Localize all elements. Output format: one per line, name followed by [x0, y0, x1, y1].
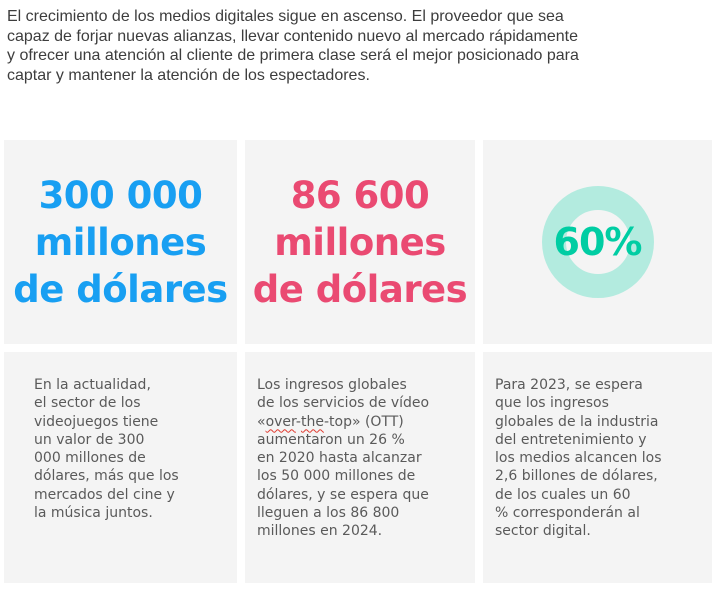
- ott-description: Los ingresos globales de los servicios d…: [257, 376, 465, 541]
- stats-grid: 300 000 millones de dólares 86 600 millo…: [4, 140, 712, 583]
- ott-term-rest: top» (OTT): [329, 413, 404, 430]
- stat-card-videogames: 300 000 millones de dólares: [4, 140, 237, 344]
- description-card-ott: Los ingresos globales de los servicios d…: [245, 352, 475, 583]
- industry-description: Para 2023, se espera que los ingresos gl…: [495, 377, 662, 540]
- stat-card-digital-share: 60%: [483, 140, 712, 344]
- misspelled-word-the: the: [300, 413, 324, 430]
- ott-term-line: «over-the-top» (OTT): [257, 414, 404, 430]
- ott-description-top-lines: Los ingresos globales de los servicios d…: [257, 377, 430, 412]
- donut-ring-chart: 60%: [541, 186, 654, 298]
- intro-paragraph: El crecimiento de los medios digitales s…: [7, 8, 579, 84]
- misspelled-word-over: over: [265, 413, 296, 430]
- description-card-videogames: En la actualidad, el sector de los video…: [4, 352, 237, 583]
- description-card-industry: Para 2023, se espera que los ingresos gl…: [483, 352, 712, 583]
- ott-description-bottom-lines: aumentaron un 26 % en 2020 hasta alcanza…: [257, 431, 429, 540]
- stat-value-86600-millones: 86 600 millones de dólares: [252, 173, 468, 311]
- ott-hyphen-2: -: [323, 413, 330, 430]
- stat-value-300000-millones: 300 000 millones de dólares: [13, 173, 228, 311]
- videogames-description: En la actualidad, el sector de los video…: [34, 377, 179, 522]
- ott-hyphen-1: -: [295, 413, 301, 430]
- donut-percentage-label: 60%: [553, 220, 643, 264]
- ott-open-quote: «: [257, 413, 266, 430]
- stat-card-ott: 86 600 millones de dólares: [245, 140, 475, 344]
